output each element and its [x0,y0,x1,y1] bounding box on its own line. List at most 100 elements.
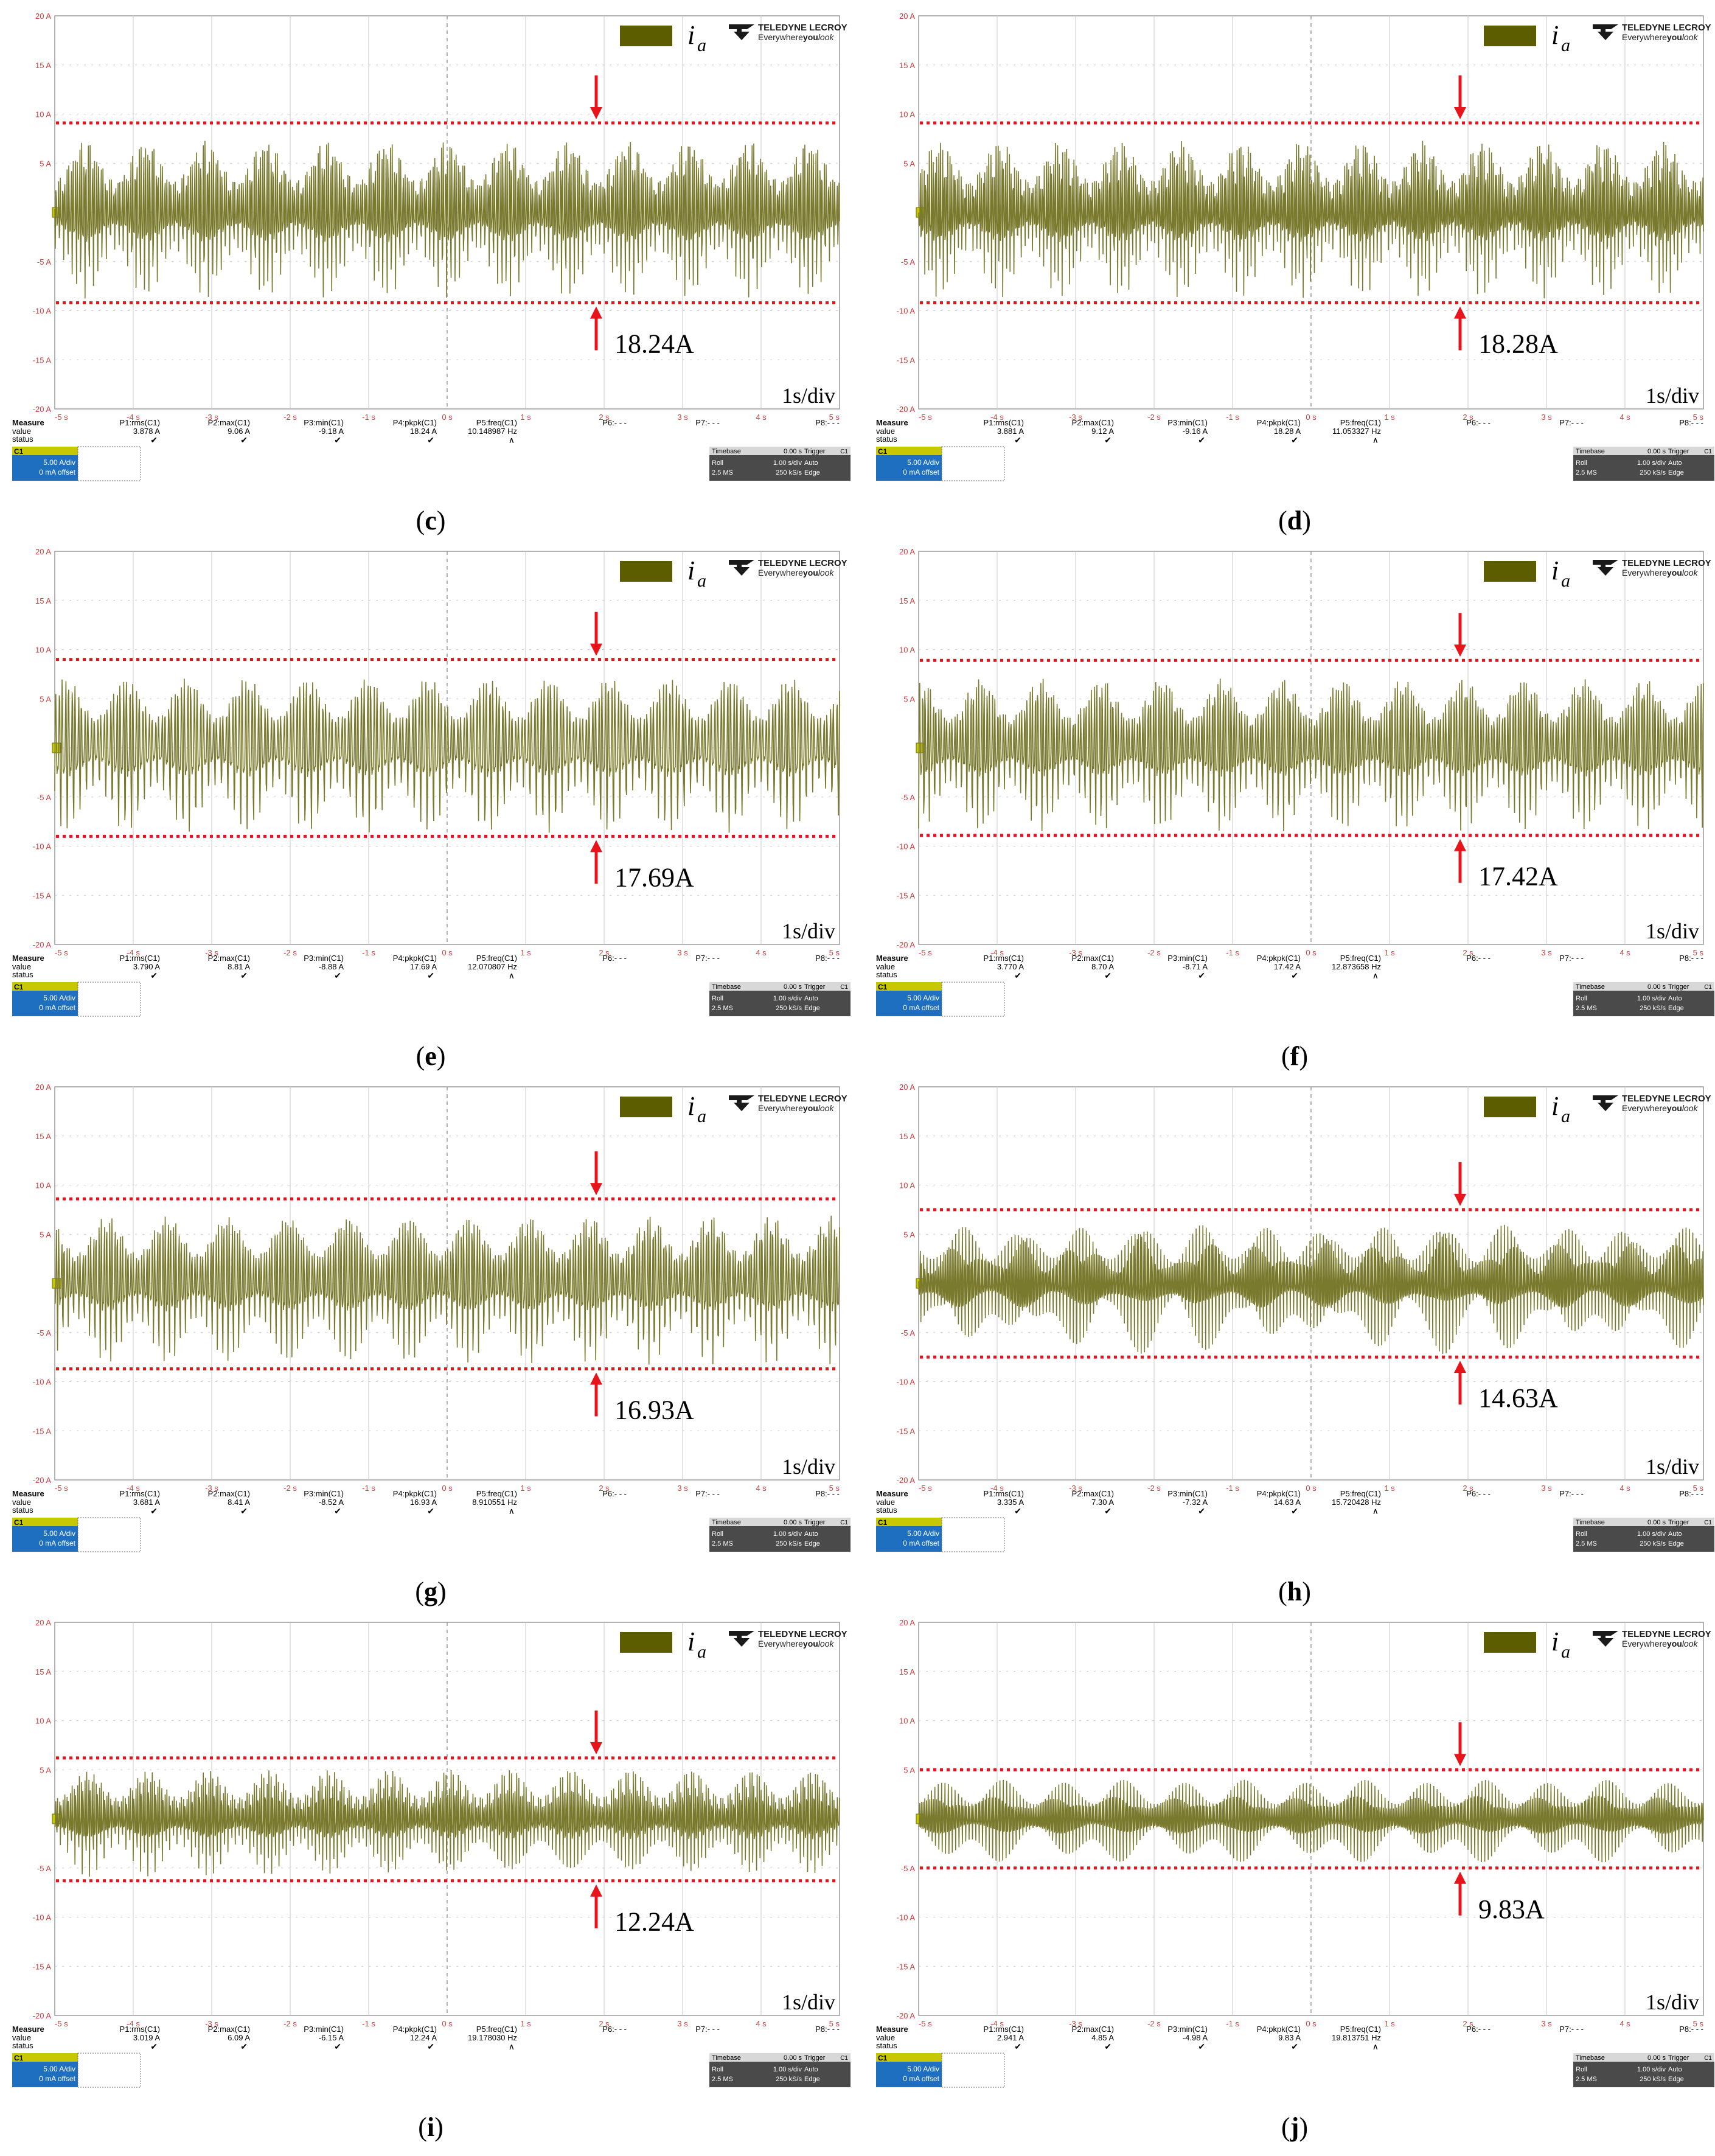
up-arrow [1454,839,1466,883]
x-tick-label: 4 s [756,948,767,957]
x-tick-label: -4 s [990,2019,1004,2028]
timebase-trigger-box[interactable]: Timebase 0.00 s Trigger C1 Roll 1.00 s/div 2.5… [709,447,851,481]
measure-value-min: -4.98 A [1183,2033,1208,2042]
timebase-trigger-box[interactable]: Timebase 0.00 s Trigger C1 Roll 1.00 s/div 2.5… [1573,2053,1714,2087]
x-tick-label: -4 s [127,413,140,422]
channel-name: C1 [14,983,24,991]
timebase-rate: 250 kS/s [776,1005,802,1012]
measure-value-pkpk: 16.93 A [410,1498,437,1507]
y-tick-label: 5 A [40,1230,51,1239]
y-tick-label: 5 A [40,159,51,168]
status-check-icon: ✔ [427,1506,434,1516]
down-arrow [590,75,602,120]
y-tick-label: 20 A [899,12,915,21]
timebase-trigger-box[interactable]: Timebase 0.00 s Trigger C1 Roll 1.00 s/div 2.5… [1573,1518,1714,1552]
timebase-delay: 0.00 s [784,2054,802,2062]
scope-screen: 20 A 15 A 10 A 5 A -5 A -10 A -15 A -20 A-5 s -4… [12,1083,851,1552]
scope-screen: 20 A 15 A 10 A 5 A -5 A -10 A -15 A -20 A-5 s -4… [12,1618,851,2088]
measure-header: P5:freq(C1) [476,954,517,963]
time-per-div-label: 1s/div [782,1454,835,1479]
status-check-icon: ✔ [240,435,248,445]
scope-screen: 20 A 15 A 10 A 5 A -5 A -10 A -15 A -20 A-5 s -4… [876,547,1714,1017]
timebase-div: 1.00 s/div [1637,995,1666,1002]
y-tick-label: 15 A [899,61,915,70]
measure-value-max: 4.85 A [1091,2033,1114,2042]
measure-header: P6:- - - [602,1489,627,1498]
panel-caption-letter: f [1290,1041,1299,1071]
x-tick-label: 3 s [1541,1484,1552,1493]
panel-caption-letter: d [1287,506,1303,536]
channel-scale: 5.00 A/div [43,994,75,1002]
x-tick-label: -1 s [1226,1484,1239,1493]
timebase-trigger-box[interactable]: Timebase 0.00 s Trigger C1 Roll 1.00 s/div 2.5… [709,982,851,1016]
x-tick-label: 3 s [1541,413,1552,422]
up-arrow [590,1372,602,1417]
channel-offset: 0 mA offset [39,1003,75,1012]
brand-tagline: Everywhereyoulook [1622,1639,1698,1648]
timebase-div: 1.00 s/div [1637,1530,1666,1538]
timebase-trigger-box[interactable]: Timebase 0.00 s Trigger C1 Roll 1.00 s/div 2.5… [1573,982,1714,1016]
x-tick-label: -3 s [205,948,218,957]
measure-title: Measure [876,418,908,427]
x-tick-label: 2 s [1463,948,1473,957]
trigger-mode: Auto [804,459,818,467]
timebase-title: Timebase [712,1519,741,1526]
timebase-trigger-box[interactable]: Timebase 0.00 s Trigger C1 Roll 1.00 s/div 2.5… [709,1518,851,1552]
x-tick-label: 0 s [1306,2019,1317,2028]
timebase-mode: Roll [1576,459,1587,467]
brand-name: TELEDYNE LECROY [758,1094,847,1104]
x-tick-label: -2 s [1147,2019,1161,2028]
trigger-type: Edge [804,469,820,476]
measure-header: P8:- - - [815,2025,840,2034]
time-per-div-label: 1s/div [1646,1454,1699,1479]
scope-panel-i: 20 A 15 A 10 A 5 A -5 A -10 A -15 A -20 A -5 s -4… [11,1614,851,2143]
timebase-samples: 2.5 MS [1576,469,1597,476]
timebase-trigger-box[interactable]: Timebase 0.00 s Trigger C1 Roll 1.00 s/div 2.5… [709,2053,851,2087]
brand-name: TELEDYNE LECROY [1622,558,1711,568]
status-check-icon: ✔ [1198,1506,1205,1516]
measure-header: P7:- - - [695,418,720,427]
timebase-mode: Roll [712,995,723,1002]
trigger-type: Edge [804,1005,820,1012]
measure-header: P2:max(C1) [208,954,250,963]
measure-header: P1:rms(C1) [120,418,160,427]
measure-header: P2:max(C1) [208,418,250,427]
panel-caption: (g) [415,1577,447,1607]
measure-value-freq: 10.148987 Hz [468,427,517,436]
x-tick-label: 2 s [1463,2019,1473,2028]
channel-scale: 5.00 A/div [43,2065,75,2073]
y-tick-label: -10 A [33,842,52,851]
channel-offset: 0 mA offset [903,1539,939,1547]
peak-to-peak-annotation: 18.24A [614,329,694,359]
measure-title: Measure [12,954,44,963]
measure-value-rms: 3.790 A [133,962,160,971]
x-tick-label: -3 s [205,413,218,422]
status-check-icon: ✔ [240,2042,248,2051]
channel-name: C1 [878,447,888,456]
legend-label-subscript: a [1561,35,1570,55]
y-tick-label: 20 A [899,1618,915,1627]
timebase-title: Timebase [712,2054,741,2062]
timebase-trigger-box[interactable]: Timebase 0.00 s Trigger C1 Roll 1.00 s/div 2.5… [1573,447,1714,481]
measure-value-min: -8.88 A [319,962,344,971]
measure-value-max: 8.70 A [1091,962,1114,971]
measure-header: P7:- - - [1559,1489,1584,1498]
waveform-trace [918,679,1704,832]
status-check-icon: ✔ [1198,2042,1205,2051]
measure-value-max: 6.09 A [228,2033,250,2042]
x-tick-label: 5 s [1693,948,1704,957]
x-tick-label: 5 s [1693,1484,1704,1493]
brand-tagline: Everywhereyoulook [1622,568,1698,577]
x-tick-label: -3 s [205,2019,218,2028]
y-tick-label: -20 A [33,940,52,949]
timebase-mode: Roll [1576,2066,1587,2073]
timebase-delay: 0.00 s [784,448,802,455]
